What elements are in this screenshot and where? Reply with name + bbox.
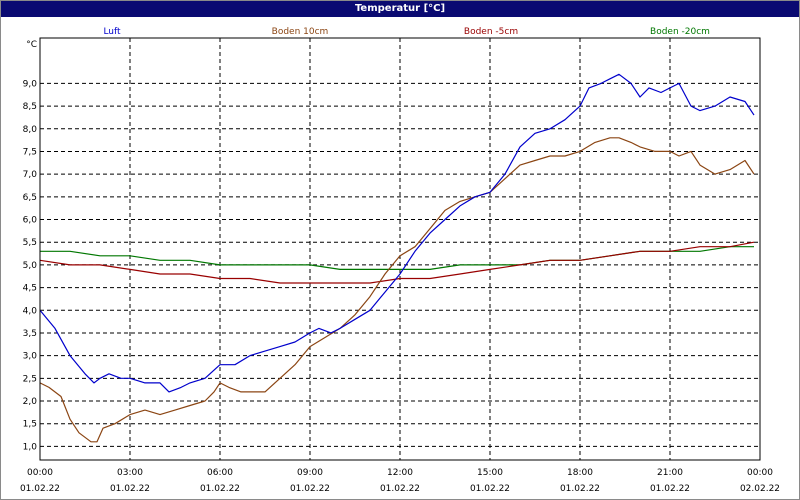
x-tick-time: 06:00 <box>207 468 233 478</box>
y-tick-label: 7,0 <box>23 170 38 180</box>
x-tick-time: 12:00 <box>387 468 413 478</box>
legend: Luft Boden 10cm Boden -5cm Boden -20cm <box>103 27 710 37</box>
y-tick-label: 3,0 <box>23 352 38 362</box>
x-tick-date: 02.02.22 <box>740 484 780 494</box>
plot-area <box>39 37 761 461</box>
legend-item: Luft <box>103 27 121 37</box>
y-tick-label: 5,5 <box>23 238 37 248</box>
y-tick-label: 8,5 <box>23 102 37 112</box>
y-tick-label: 2,5 <box>23 374 37 384</box>
y-tick-labels: 1,0 1,5 2,0 2,5 3,0 3,5 4,0 4,5 5,0 5,5 6,0 6,5 7,0 7… <box>23 79 38 452</box>
series-line-boden-20cm <box>40 246 754 270</box>
y-tick-label: 3,5 <box>23 329 37 339</box>
series-layer <box>39 73 755 443</box>
y-tick-label: 7,5 <box>23 147 37 157</box>
y-tick-label: 6,5 <box>23 193 37 203</box>
y-axis-unit: °C <box>26 40 37 50</box>
y-tick-label: 8,0 <box>23 125 38 135</box>
x-tick-time: 21:00 <box>657 468 683 478</box>
y-tick-label: 6,0 <box>23 216 38 226</box>
y-tick-label: 1,0 <box>23 442 38 452</box>
grid <box>40 38 760 460</box>
x-tick-time: 15:00 <box>477 468 503 478</box>
x-tick-date: 01.02.22 <box>110 484 150 494</box>
x-tick-date: 01.02.22 <box>560 484 600 494</box>
legend-item: Boden 10cm <box>272 27 329 37</box>
x-tick-date: 01.02.22 <box>290 484 330 494</box>
x-tick-date: 01.02.22 <box>20 484 60 494</box>
y-tick-label: 4,5 <box>23 284 37 294</box>
y-tick-label: 2,0 <box>23 397 38 407</box>
y-tick-label: 9,0 <box>23 79 38 89</box>
x-tick-date: 01.02.22 <box>200 484 240 494</box>
x-tick-date: 01.02.22 <box>470 484 510 494</box>
x-tick-labels: 00:00 01.02.22 03:00 01.02.22 06:00 01.02.22 0… <box>20 468 780 494</box>
series-line-boden-5cm <box>39 241 755 284</box>
y-tick-label: 4,0 <box>23 306 38 316</box>
x-tick-time: 18:00 <box>567 468 593 478</box>
y-tick-label: 5,0 <box>23 261 38 271</box>
series-line-luft <box>39 73 755 393</box>
x-tick-time: 00:00 <box>27 468 53 478</box>
legend-item: Boden -5cm <box>464 27 518 37</box>
x-tick-date: 01.02.22 <box>380 484 420 494</box>
x-tick-time: 00:00 <box>747 468 773 478</box>
chart-title: Temperatur [°C] <box>1 1 799 17</box>
x-tick-time: 09:00 <box>297 468 323 478</box>
y-tick-label: 1,5 <box>23 420 37 430</box>
x-tick-date: 01.02.22 <box>650 484 690 494</box>
series-line-boden-10cm <box>39 137 755 443</box>
legend-item: Boden -20cm <box>650 27 710 37</box>
x-tick-time: 03:00 <box>117 468 143 478</box>
